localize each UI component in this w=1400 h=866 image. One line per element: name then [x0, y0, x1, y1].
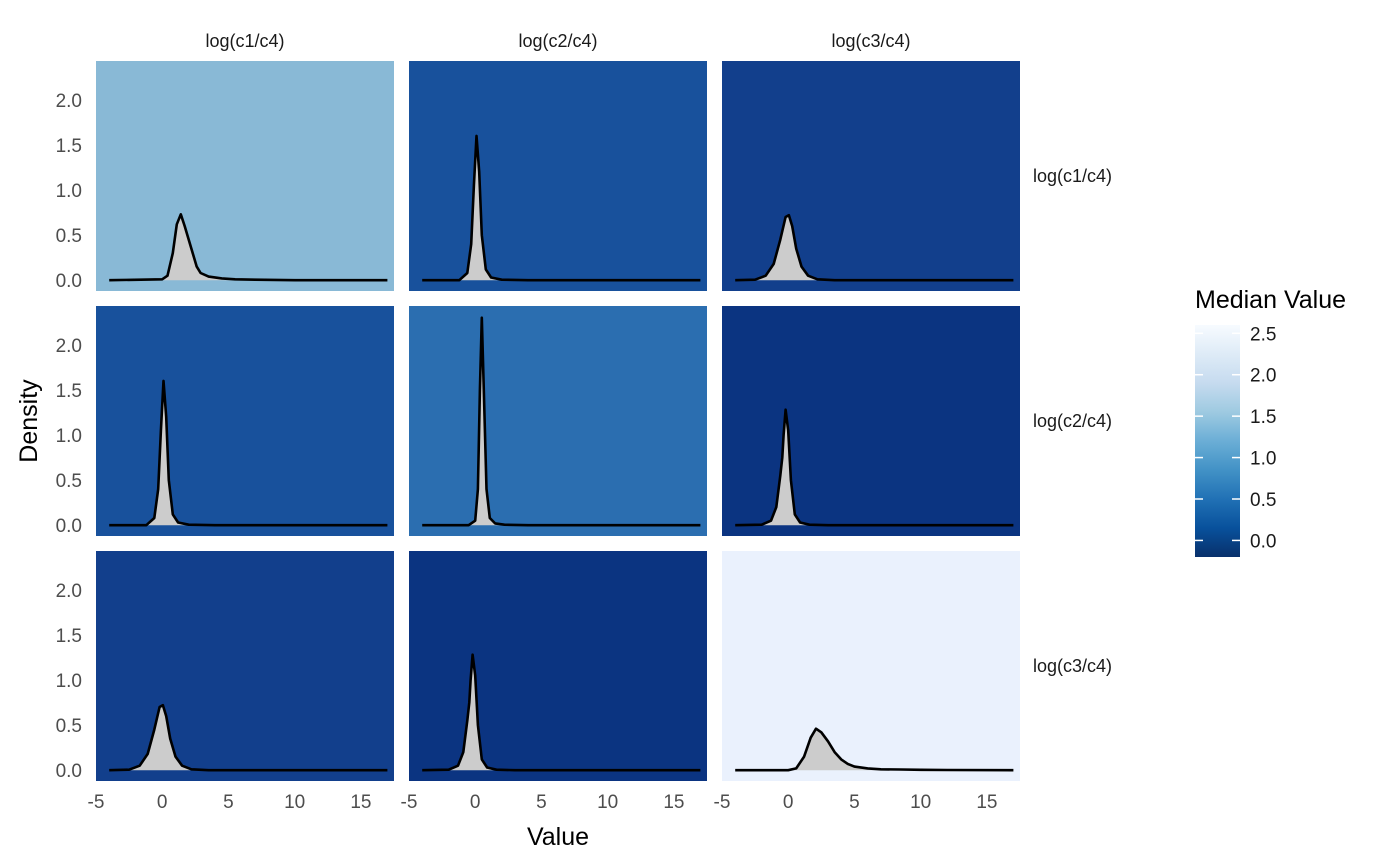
- panel-background: [96, 551, 394, 781]
- y-tick-label: 1.5: [56, 136, 82, 157]
- legend-tick-label: 0.0: [1250, 531, 1276, 552]
- facet-panel-1-2: [409, 61, 707, 291]
- panel-background: [96, 306, 394, 536]
- y-tick-label: 0.0: [56, 516, 82, 537]
- facet-panel-1-3: [722, 61, 1020, 291]
- y-tick-label: 0.5: [56, 226, 82, 247]
- color-legend: Median Value 0.0 0.5 1.0 1.5 2.0 2.5: [1195, 286, 1346, 557]
- facet-panel-3-3: [722, 551, 1020, 781]
- y-tick-label: 2.0: [56, 91, 82, 112]
- panel-background: [722, 306, 1020, 536]
- density-area: [109, 214, 388, 281]
- density-area: [422, 135, 701, 281]
- legend-tick-label: 1.0: [1250, 449, 1276, 470]
- x-tick-label: 15: [976, 792, 997, 813]
- panel-background: [409, 61, 707, 291]
- facet-panel-3-2: [409, 551, 707, 781]
- density-line: [735, 213, 1014, 282]
- column-strip-label: log(c3/c4): [831, 31, 910, 51]
- density-line: [422, 134, 701, 282]
- x-tick-label: 0: [783, 792, 794, 813]
- y-tick-label: 0.5: [56, 471, 82, 492]
- x-tick-label: 0: [470, 792, 481, 813]
- density-area: [735, 728, 1014, 771]
- legend-tick-label: 2.0: [1250, 366, 1276, 387]
- column-strip-label: log(c1/c4): [205, 31, 284, 51]
- panel-background: [96, 61, 394, 291]
- legend-tick-label: 1.5: [1250, 407, 1276, 428]
- legend-colorbar: [1195, 325, 1240, 557]
- facet-panel-2-1: [96, 306, 394, 536]
- y-tick-label: 1.5: [56, 381, 82, 402]
- x-tick-label: 10: [910, 792, 931, 813]
- density-line: [109, 379, 388, 527]
- density-line: [422, 316, 701, 527]
- y-tick-label: 0.5: [56, 716, 82, 737]
- panel-background: [722, 61, 1020, 291]
- row-strip-label: log(c1/c4): [1033, 166, 1112, 186]
- x-tick-label: 0: [157, 792, 168, 813]
- x-tick-label: 15: [663, 792, 684, 813]
- facet-panel-1-1: [96, 61, 394, 291]
- y-tick-label: 0.0: [56, 761, 82, 782]
- row-strip-label: log(c2/c4): [1033, 411, 1112, 431]
- panel-background: [409, 551, 707, 781]
- x-tick-label: 10: [597, 792, 618, 813]
- density-area: [109, 705, 388, 771]
- x-tick-label: 5: [849, 792, 860, 813]
- y-axis-title: Density: [15, 379, 43, 463]
- row-strip-label: log(c3/c4): [1033, 656, 1112, 676]
- y-tick-label: 1.0: [56, 426, 82, 447]
- column-strip-label: log(c2/c4): [518, 31, 597, 51]
- x-tick-label: 10: [284, 792, 305, 813]
- y-tick-label: 0.0: [56, 271, 82, 292]
- x-tick-label: -5: [714, 792, 731, 813]
- density-line: [422, 653, 701, 772]
- y-tick-label: 1.0: [56, 671, 82, 692]
- legend-tick-label: 2.5: [1250, 324, 1276, 345]
- density-line: [735, 727, 1014, 772]
- x-tick-label: -5: [401, 792, 418, 813]
- x-tick-label: 5: [536, 792, 547, 813]
- panel-background: [722, 551, 1020, 781]
- facet-panel-3-1: [96, 551, 394, 781]
- facet-panel-2-2: [409, 306, 707, 536]
- x-tick-label: 15: [350, 792, 371, 813]
- legend-tick-label: 0.5: [1250, 490, 1276, 511]
- density-line: [109, 213, 388, 282]
- x-axis-title: Value: [527, 823, 589, 851]
- y-tick-label: 1.5: [56, 626, 82, 647]
- panel-background: [409, 306, 707, 536]
- density-line: [109, 703, 388, 772]
- y-tick-label: 1.0: [56, 181, 82, 202]
- y-tick-label: 2.0: [56, 336, 82, 357]
- density-line: [735, 408, 1014, 527]
- density-area: [109, 380, 388, 526]
- x-tick-label: 5: [223, 792, 234, 813]
- y-tick-label: 2.0: [56, 581, 82, 602]
- legend-title: Median Value: [1195, 286, 1346, 314]
- x-tick-label: -5: [88, 792, 105, 813]
- density-area: [735, 215, 1014, 281]
- facet-panel-2-3: [722, 306, 1020, 536]
